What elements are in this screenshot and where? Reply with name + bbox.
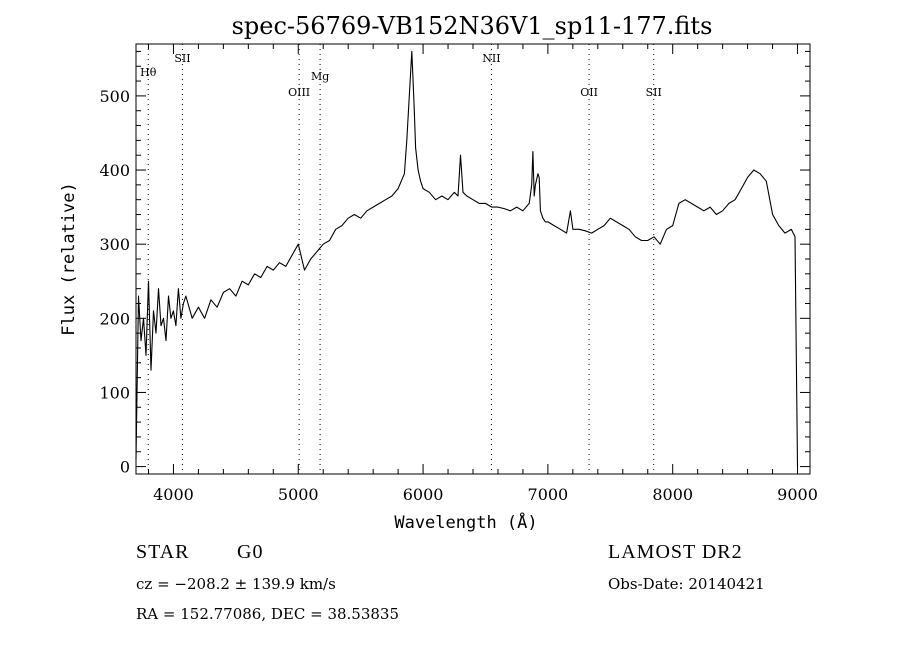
x-tick-label-5: 9000 bbox=[777, 485, 818, 504]
series-layer bbox=[135, 50, 799, 467]
coordinates: RA = 152.77086, DEC = 38.53835 bbox=[136, 605, 400, 623]
x-tick-label-0: 4000 bbox=[153, 485, 194, 504]
redshift-cz: cz = −208.2 ± 139.9 km/s bbox=[136, 575, 336, 593]
chart-title: spec-56769-VB152N36V1_sp11-177.fits bbox=[232, 12, 713, 40]
y-tick-label-0: 0 bbox=[120, 458, 130, 477]
spectrum-line-0 bbox=[135, 50, 799, 467]
x-axis-label: Wavelength (Å) bbox=[394, 511, 537, 533]
line-marker-label-4: NII bbox=[482, 52, 500, 65]
x-tick-label-2: 6000 bbox=[403, 485, 444, 504]
y-tick-label-1: 100 bbox=[99, 383, 130, 402]
y-tick-label-3: 300 bbox=[99, 235, 130, 254]
x-tick-label-4: 8000 bbox=[652, 485, 693, 504]
line-marker-label-5: OII bbox=[580, 86, 598, 99]
x-axis-ticks: 4000 5000 6000 7000 8000 9000 bbox=[147, 44, 818, 504]
plot-frame bbox=[135, 43, 811, 475]
y-axis-label: Flux (relative) bbox=[59, 182, 79, 336]
line-marker-label-6: SII bbox=[646, 86, 662, 99]
x-tick-label-3: 7000 bbox=[528, 485, 569, 504]
y-tick-label-2: 200 bbox=[99, 309, 130, 328]
y-axis-ticks: 0 100 200 300 400 500 bbox=[99, 50, 810, 477]
object-subclass: G0 bbox=[237, 541, 264, 563]
obs-date: Obs-Date: 20140421 bbox=[608, 575, 765, 593]
object-class: STAR bbox=[136, 541, 190, 563]
x-tick-label-1: 5000 bbox=[278, 485, 319, 504]
line-marker-label-2: OIII bbox=[288, 86, 310, 99]
line-marker-label-1: SII bbox=[174, 52, 190, 65]
line-marker-label-3: Mg bbox=[311, 70, 329, 83]
survey-name: LAMOST DR2 bbox=[608, 541, 743, 563]
line-marker-label-0: Hθ bbox=[140, 66, 157, 79]
y-tick-label-5: 500 bbox=[99, 87, 130, 106]
y-tick-label-4: 400 bbox=[99, 161, 130, 180]
